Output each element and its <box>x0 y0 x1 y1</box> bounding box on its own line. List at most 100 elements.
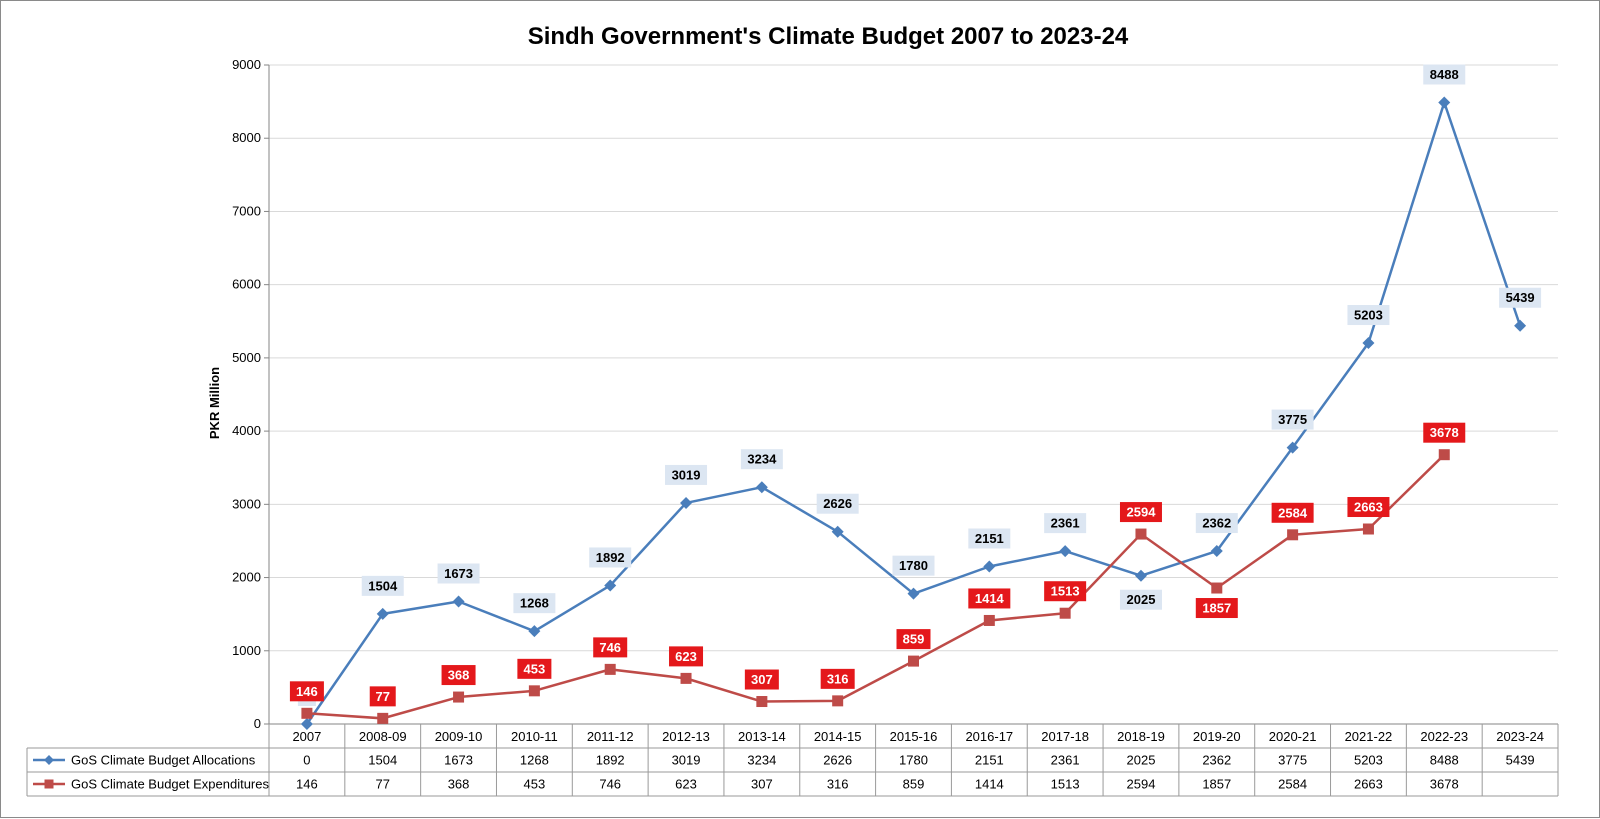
table-cell: 3019 <box>672 753 701 768</box>
table-cell: 3234 <box>747 753 776 768</box>
table-cell: 2025 <box>1127 753 1156 768</box>
data-point <box>907 587 920 600</box>
data-label-bg <box>820 668 855 689</box>
expenditure-data-label: 307 <box>744 669 779 690</box>
data-label-bg <box>1195 513 1238 534</box>
expenditure-data-label: 1414 <box>968 588 1011 609</box>
data-label-bg <box>968 528 1011 549</box>
data-point <box>1059 545 1072 558</box>
y-axis-ticks: 0 1000 2000 3000 4000 5000 6000 7000 8000 9000 <box>232 57 261 731</box>
data-label-text: 623 <box>675 649 697 664</box>
data-point <box>832 695 844 707</box>
data-label-text: 146 <box>296 684 318 699</box>
data-label-text: 5439 <box>1506 290 1535 305</box>
data-label-text: 453 <box>524 661 546 676</box>
expenditure-data-label: 453 <box>517 658 552 679</box>
table-cell: 368 <box>448 777 470 792</box>
data-label-bg <box>896 629 931 650</box>
data-label-text: 8488 <box>1430 67 1459 82</box>
data-point <box>831 525 844 538</box>
data-label-bg <box>369 686 396 707</box>
table-cell: 2151 <box>975 753 1004 768</box>
table-cell: 3678 <box>1430 777 1459 792</box>
allocation-data-label: 2362 <box>1195 513 1238 534</box>
table-cell: 0 <box>303 753 310 768</box>
expenditure-data-label: 316 <box>820 668 855 689</box>
data-label-text: 2151 <box>975 531 1004 546</box>
y-tick-label: 6000 <box>232 277 261 292</box>
data-point <box>680 672 692 684</box>
data-labels: 0150416731268189230193234262617802151236… <box>289 64 1542 707</box>
expenditure-data-label: 1513 <box>1044 581 1087 602</box>
data-label-bg <box>361 575 404 596</box>
data-point <box>604 579 617 592</box>
data-label-bg <box>968 588 1011 609</box>
data-point <box>300 718 313 730</box>
table-cell: 1504 <box>368 753 397 768</box>
legend-key-marker <box>44 755 54 765</box>
table-cell: 316 <box>827 777 849 792</box>
data-label-text: 5203 <box>1354 308 1383 323</box>
data-point <box>680 496 693 509</box>
data-point <box>1362 337 1375 350</box>
y-tick-label: 3000 <box>232 496 261 511</box>
data-point <box>376 607 389 620</box>
gridlines <box>269 64 1558 652</box>
x-tick-label: 2022-23 <box>1420 729 1468 744</box>
series-line <box>306 453 1446 720</box>
data-point <box>528 625 541 638</box>
data-label-bg <box>744 669 779 690</box>
table-cell: 2626 <box>823 753 852 768</box>
data-label-bg <box>665 464 708 485</box>
x-tick-label: 2020-21 <box>1269 729 1317 744</box>
x-tick-label: 2011-12 <box>587 729 634 744</box>
expenditure-data-label: 2663 <box>1347 497 1390 518</box>
x-tick-label: 2007 <box>292 729 321 744</box>
allocation-data-label: 3234 <box>740 449 783 470</box>
allocation-data-label: 1268 <box>513 593 556 614</box>
x-tick-label: 2010-11 <box>511 729 558 744</box>
data-label-text: 3019 <box>672 467 701 482</box>
table-cell: 623 <box>675 777 697 792</box>
data-label-text: 2584 <box>1278 505 1308 520</box>
data-point <box>1287 529 1299 541</box>
x-tick-label: 2016-17 <box>965 729 1013 744</box>
y-tick-label: 8000 <box>232 130 261 145</box>
data-label-bg <box>892 555 935 576</box>
data-point <box>301 707 313 719</box>
expenditure-data-label: 146 <box>289 681 324 702</box>
x-tick-label: 2019-20 <box>1193 729 1241 744</box>
y-tick-label: 0 <box>254 716 261 731</box>
table-cell: 8488 <box>1430 753 1459 768</box>
data-table: 2007 2008-09 2009-10 2010-11 2011-12 2012-13 2… <box>26 724 1559 797</box>
axes <box>264 64 1558 725</box>
table-cell: 2584 <box>1278 777 1307 792</box>
expenditure-data-label: 623 <box>669 646 704 667</box>
expenditure-data-label: 1857 <box>1195 598 1238 619</box>
data-label-bg <box>740 449 783 470</box>
table-cell: 5439 <box>1506 753 1535 768</box>
data-point <box>983 614 995 626</box>
data-point <box>452 595 465 608</box>
data-point <box>1134 569 1147 582</box>
table-cell: 5203 <box>1354 753 1383 768</box>
legend-entry: GoS Climate Budget Expenditures <box>71 777 269 792</box>
series-lines <box>300 96 1527 730</box>
table-cell: 307 <box>751 777 773 792</box>
x-tick-label: 2023-24 <box>1496 729 1544 744</box>
data-label-text: 316 <box>827 671 849 686</box>
data-label-text: 1513 <box>1051 584 1080 599</box>
table-cell: 1673 <box>444 753 473 768</box>
allocation-data-label: 5203 <box>1347 305 1390 326</box>
data-label-bg <box>816 493 859 514</box>
data-label-text: 1780 <box>899 558 928 573</box>
data-point <box>1059 607 1071 619</box>
x-tick-label: 2012-13 <box>662 729 710 744</box>
table-cell: 453 <box>524 777 546 792</box>
allocation-data-label: 2361 <box>1044 513 1087 534</box>
data-label-text: 2663 <box>1354 500 1383 515</box>
x-tick-label: 2013-14 <box>738 729 786 744</box>
data-point <box>1514 319 1527 332</box>
y-tick-label: 1000 <box>232 643 261 658</box>
